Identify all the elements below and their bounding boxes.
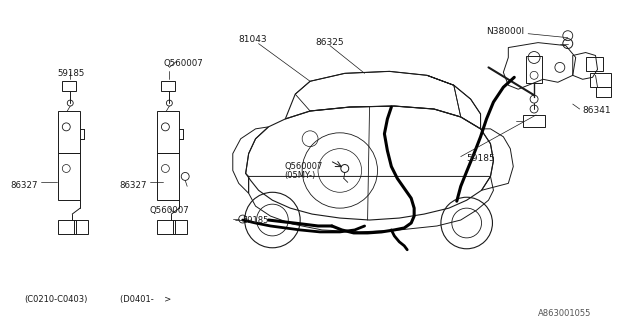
- Bar: [58, 220, 76, 234]
- Bar: [157, 111, 179, 153]
- Bar: [523, 115, 545, 127]
- Bar: [58, 153, 80, 200]
- Bar: [74, 220, 88, 234]
- Text: 86327: 86327: [120, 181, 147, 190]
- Bar: [157, 220, 175, 234]
- Bar: [596, 87, 611, 97]
- Text: 59185: 59185: [243, 216, 269, 225]
- Text: —: —: [235, 216, 243, 225]
- Text: A863001055: A863001055: [538, 309, 591, 318]
- Text: Q560007: Q560007: [150, 206, 189, 215]
- Text: N38000I: N38000I: [486, 27, 525, 36]
- Text: 86341: 86341: [582, 106, 611, 115]
- Text: 59185: 59185: [467, 154, 495, 163]
- Text: (D0401-    >: (D0401- >: [120, 295, 171, 304]
- Bar: [62, 81, 76, 91]
- Text: Q560007: Q560007: [284, 162, 323, 171]
- Text: Q560007: Q560007: [163, 60, 203, 68]
- Text: 86325: 86325: [315, 38, 344, 47]
- Text: (05MY-): (05MY-): [284, 172, 316, 180]
- Bar: [589, 73, 611, 87]
- Text: (C0210-C0403): (C0210-C0403): [25, 295, 88, 304]
- Bar: [173, 220, 187, 234]
- Text: 59185: 59185: [58, 69, 84, 78]
- Bar: [526, 55, 542, 83]
- Bar: [157, 153, 179, 200]
- Text: 86327: 86327: [11, 181, 38, 190]
- Bar: [58, 111, 80, 153]
- Bar: [161, 81, 175, 91]
- Text: 81043: 81043: [239, 35, 268, 44]
- Bar: [586, 58, 604, 71]
